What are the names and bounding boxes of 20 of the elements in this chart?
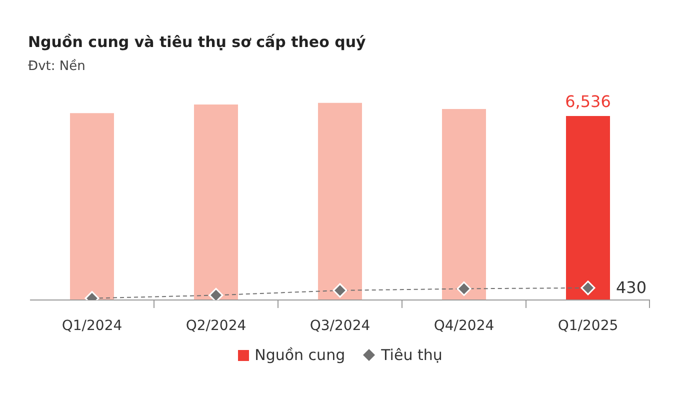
point	[456, 281, 472, 296]
x-tick-label: Q2/2024	[186, 318, 246, 334]
point	[332, 283, 348, 298]
legend-label: Nguồn cung	[254, 346, 346, 364]
chart-title: Nguồn cung và tiêu thụ sơ cấp theo quý	[28, 33, 366, 51]
chart-subtitle: Đvt: Nền	[28, 59, 86, 74]
point	[580, 280, 596, 296]
legend-label: Tiêu thụ	[381, 346, 442, 364]
bar	[194, 104, 238, 300]
bar	[566, 116, 610, 300]
bar	[442, 109, 486, 300]
point	[208, 288, 224, 300]
x-tick-label: Q3/2024	[310, 318, 370, 334]
x-tick-label: Q1/2024	[62, 318, 122, 334]
x-tick-label: Q1/2025	[558, 318, 618, 334]
bar	[70, 113, 114, 300]
data-label: 430	[616, 278, 647, 297]
bar	[318, 102, 362, 300]
x-tick-label: Q4/2024	[434, 318, 494, 334]
data-label: 6,536	[565, 92, 611, 111]
